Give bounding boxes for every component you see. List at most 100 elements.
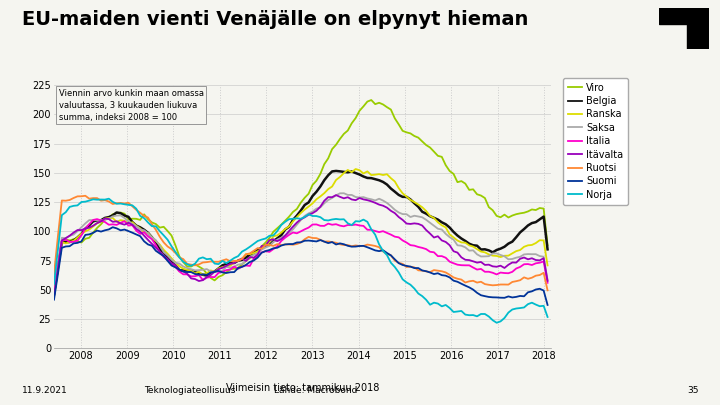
Saksa — [347, 192, 356, 197]
Suomi — [367, 246, 376, 251]
Line: Belgia: Belgia — [54, 171, 547, 294]
Saksa — [469, 248, 477, 253]
Suomi — [73, 241, 82, 245]
Ranska — [50, 291, 58, 296]
Itävalta — [332, 193, 341, 198]
Viro — [363, 99, 372, 104]
Suomi — [347, 244, 356, 249]
Text: Viennin arvo kunkin maan omassa
valuutassa, 3 kuukauden liukuva
summa, indeksi 2: Viennin arvo kunkin maan omassa valuutas… — [59, 89, 204, 122]
Line: Itävalta: Itävalta — [54, 195, 547, 296]
Italia — [340, 224, 348, 229]
Ranska — [336, 175, 344, 179]
Text: 35: 35 — [687, 386, 698, 395]
Saksa — [512, 255, 521, 260]
Norja — [492, 320, 501, 325]
Itävalta — [347, 197, 356, 202]
Ruotsi — [347, 244, 356, 249]
Suomi — [50, 297, 58, 302]
Ranska — [469, 244, 477, 249]
Ruotsi — [543, 288, 552, 293]
Text: EU-maiden vienti Venäjälle on elpynyt hieman: EU-maiden vienti Venäjälle on elpynyt hi… — [22, 10, 528, 29]
Italia — [469, 265, 477, 270]
Bar — [659, 8, 709, 24]
Line: Viro: Viro — [54, 100, 547, 296]
Belgia — [469, 243, 477, 248]
Belgia — [50, 292, 58, 297]
Ruotsi — [50, 272, 58, 277]
Ruotsi — [81, 193, 90, 198]
Line: Ruotsi: Ruotsi — [54, 196, 547, 290]
Ranska — [367, 173, 376, 177]
Ruotsi — [73, 194, 82, 199]
Itävalta — [73, 228, 82, 232]
Norja — [367, 227, 376, 232]
Viro — [543, 243, 552, 248]
Viro — [50, 293, 58, 298]
Norja — [340, 217, 348, 222]
Norja — [347, 223, 356, 228]
Norja — [104, 196, 113, 201]
Norja — [50, 281, 58, 286]
Text: Teknologiateollisuus: Teknologiateollisuus — [144, 386, 235, 395]
Belgia — [543, 247, 552, 252]
Italia — [347, 223, 356, 228]
Legend: Viro, Belgia, Ranska, Saksa, Italia, Itävalta, Ruotsi, Suomi, Norja: Viro, Belgia, Ranska, Saksa, Italia, Itä… — [563, 78, 628, 205]
Norja — [543, 315, 552, 320]
Itävalta — [512, 260, 521, 265]
Itävalta — [340, 196, 348, 201]
Italia — [367, 228, 376, 232]
Viro — [73, 239, 82, 244]
Itävalta — [469, 259, 477, 264]
Ruotsi — [469, 278, 477, 283]
Suomi — [543, 303, 552, 307]
Italia — [73, 238, 82, 243]
Norja — [469, 313, 477, 318]
Ruotsi — [367, 243, 376, 247]
Belgia — [340, 169, 348, 174]
Line: Italia: Italia — [54, 219, 547, 296]
Ruotsi — [512, 279, 521, 284]
Ruotsi — [340, 243, 348, 247]
Belgia — [73, 235, 82, 240]
Suomi — [109, 225, 117, 230]
Ranska — [343, 168, 352, 173]
Saksa — [73, 229, 82, 234]
Italia — [543, 280, 552, 285]
Norja — [73, 203, 82, 208]
Viro — [367, 98, 376, 102]
Italia — [93, 217, 102, 222]
Suomi — [340, 242, 348, 247]
Suomi — [512, 294, 521, 299]
Ranska — [73, 235, 82, 240]
Saksa — [50, 292, 58, 296]
Viro — [343, 128, 352, 133]
Belgia — [512, 235, 521, 240]
Text: 11.9.2021: 11.9.2021 — [22, 386, 68, 395]
Line: Ranska: Ranska — [54, 169, 547, 294]
Viro — [469, 187, 477, 192]
Ranska — [512, 249, 521, 254]
Saksa — [367, 197, 376, 202]
Saksa — [543, 277, 552, 282]
Ranska — [351, 166, 360, 171]
Saksa — [340, 191, 348, 196]
Norja — [516, 306, 524, 311]
Viro — [512, 212, 521, 217]
Viro — [336, 136, 344, 141]
Text: Viimeisin tieto: tammikuu 2018: Viimeisin tieto: tammikuu 2018 — [225, 382, 379, 392]
Belgia — [347, 169, 356, 174]
Ranska — [543, 263, 552, 268]
Belgia — [367, 176, 376, 181]
Itävalta — [543, 279, 552, 284]
Itävalta — [367, 199, 376, 204]
Belgia — [332, 168, 341, 173]
Italia — [50, 294, 58, 299]
Itävalta — [50, 294, 58, 298]
Line: Suomi: Suomi — [54, 227, 547, 305]
Line: Norja: Norja — [54, 199, 547, 323]
Bar — [687, 8, 709, 49]
Italia — [512, 266, 521, 271]
Saksa — [336, 191, 344, 196]
Line: Saksa: Saksa — [54, 193, 547, 294]
Text: Lähde: Macrobond: Lähde: Macrobond — [274, 386, 357, 395]
